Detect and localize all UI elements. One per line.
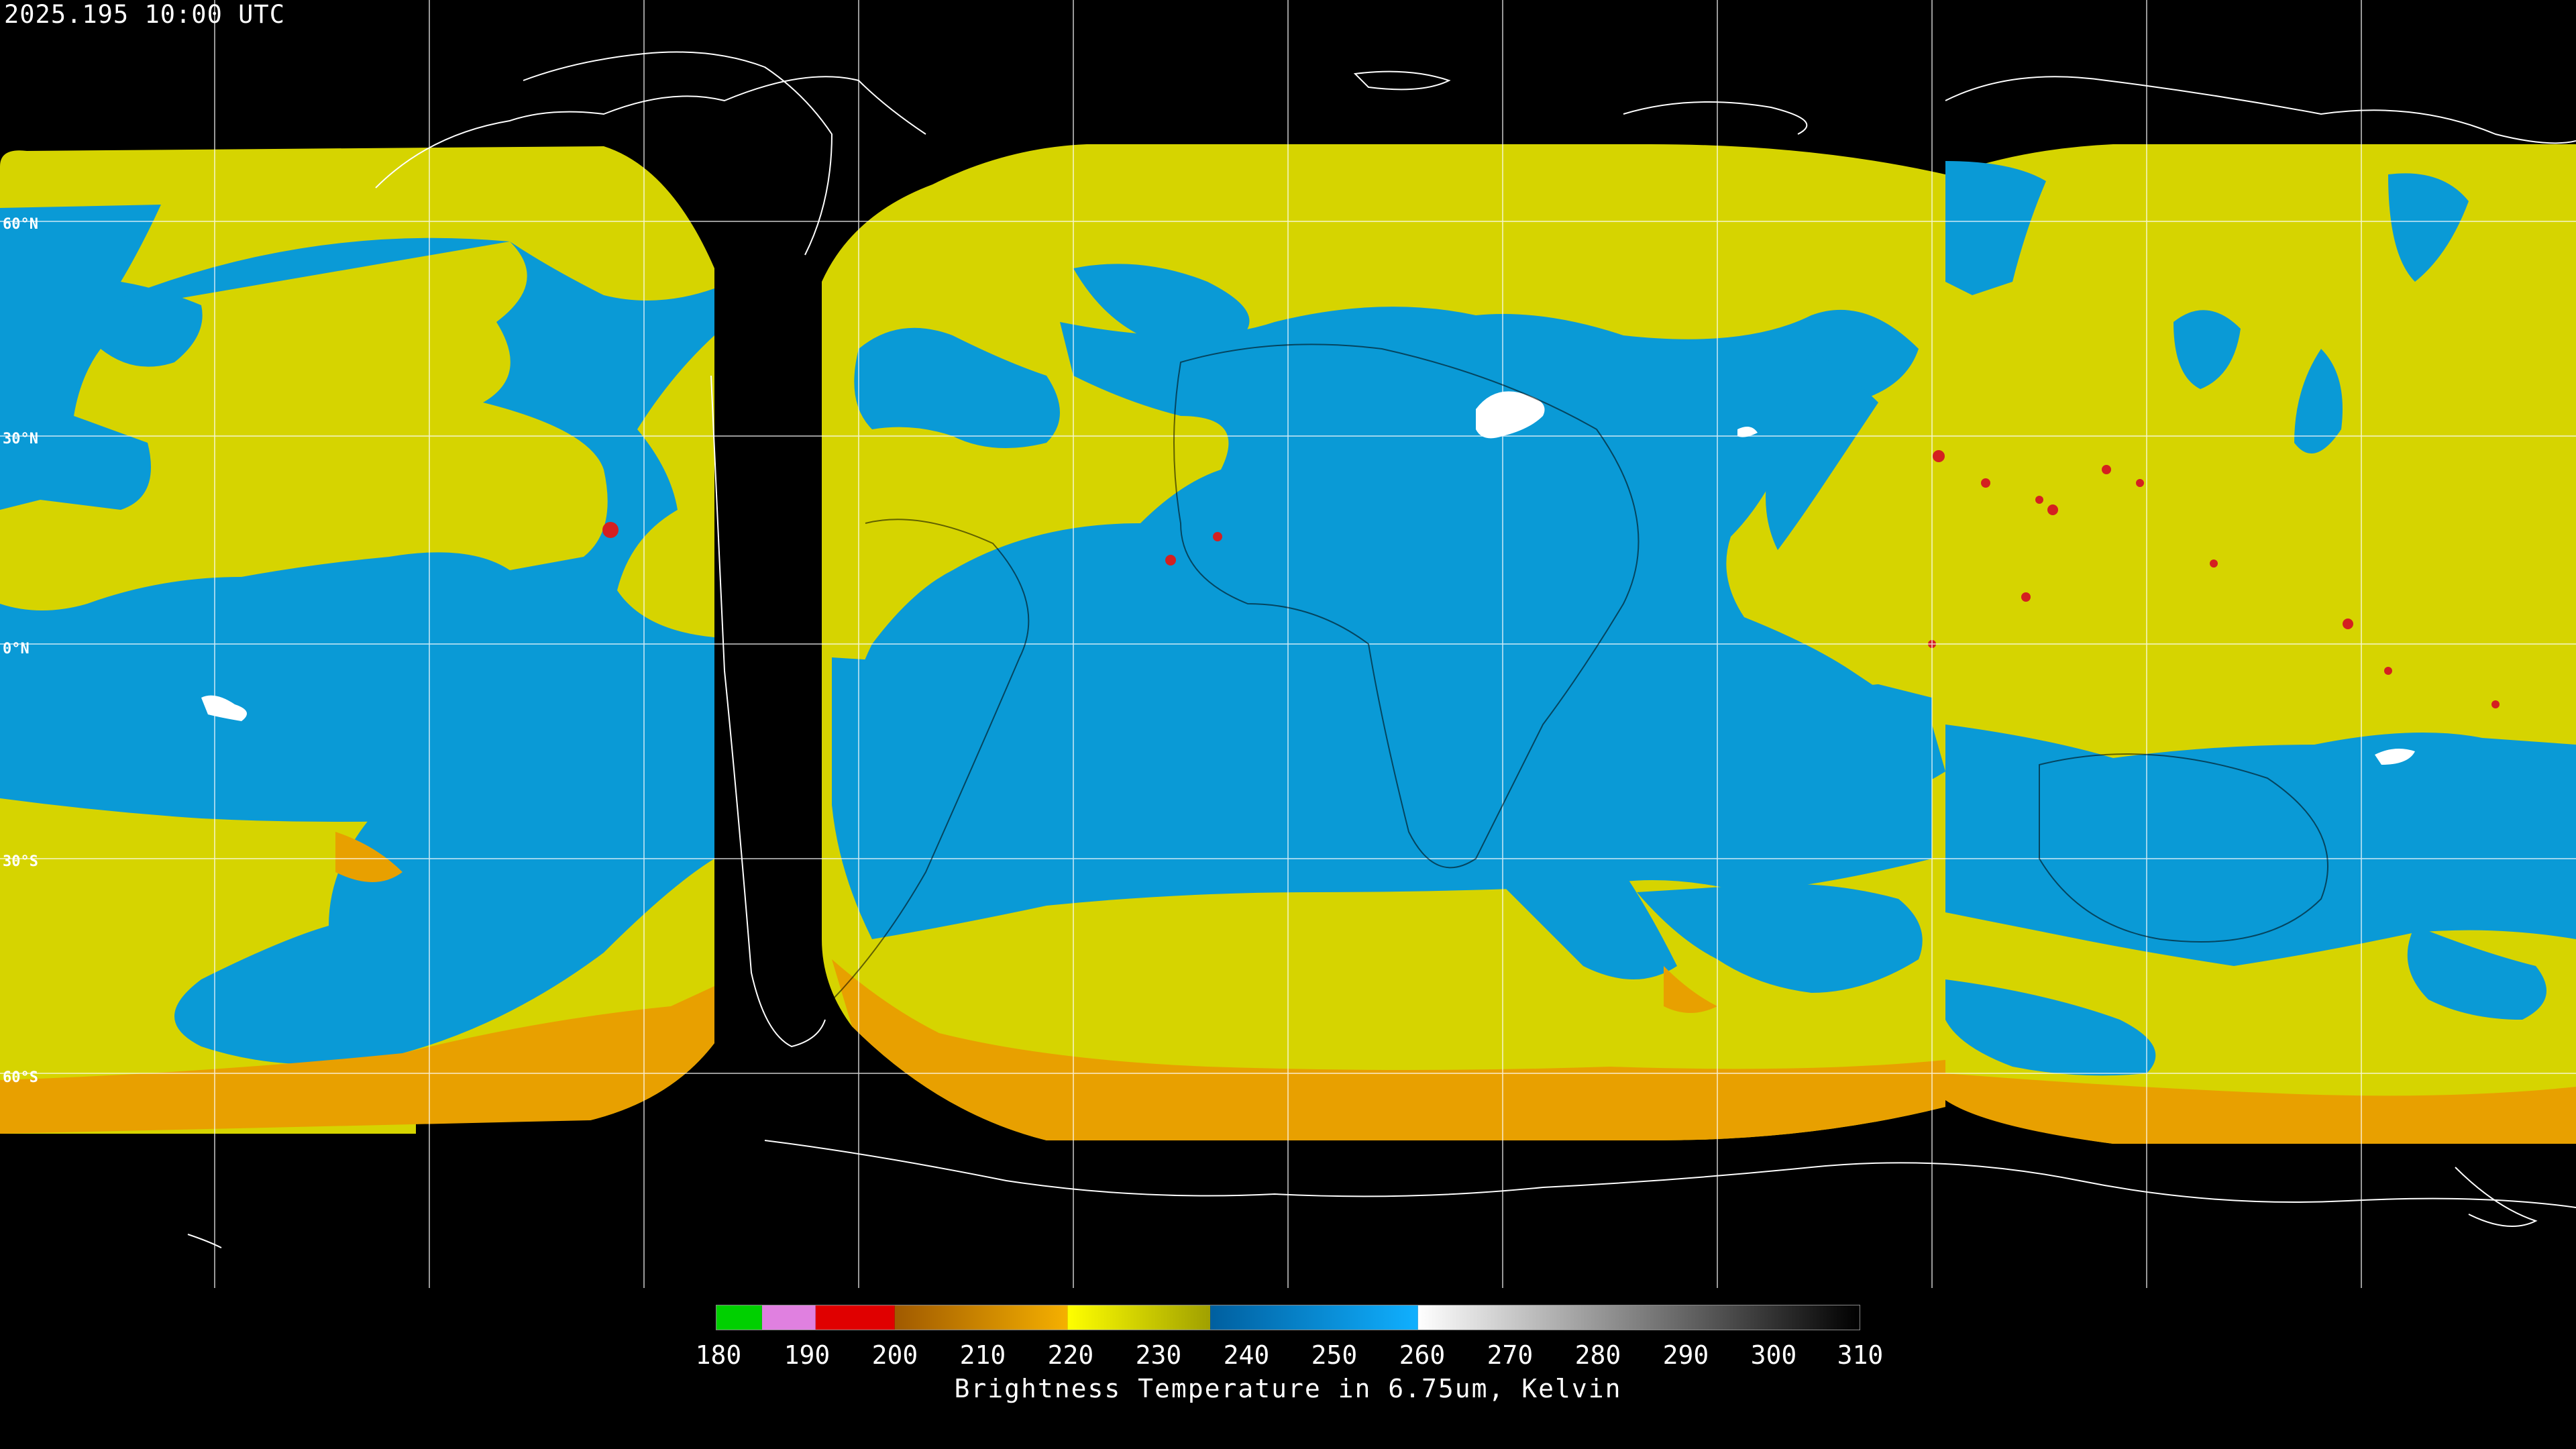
coastlines-outer bbox=[187, 51, 2576, 1248]
graticule bbox=[0, 0, 2576, 1288]
coastlines bbox=[804, 343, 2328, 1027]
colorbar-tick: 250 bbox=[1311, 1340, 1358, 1370]
colorbar-tick: 210 bbox=[959, 1340, 1006, 1370]
colorbar-tick: 300 bbox=[1750, 1340, 1797, 1370]
timestamp-label: 2025.195 10:00 UTC bbox=[4, 0, 285, 29]
colorbar-tick: 310 bbox=[1837, 1340, 1884, 1370]
lat-label-30s: 30°S bbox=[3, 853, 38, 870]
colorbar-tick: 290 bbox=[1662, 1340, 1709, 1370]
colorbar-tick: 280 bbox=[1574, 1340, 1621, 1370]
lat-label-0n: 0°N bbox=[3, 641, 30, 657]
colorbar-tick: 270 bbox=[1487, 1340, 1534, 1370]
colorbar-tick: 200 bbox=[871, 1340, 918, 1370]
colorbar-tick: 240 bbox=[1223, 1340, 1270, 1370]
colorbar bbox=[716, 1305, 1860, 1330]
colorbar-tick: 220 bbox=[1047, 1340, 1094, 1370]
satellite-imagery bbox=[0, 144, 2576, 1144]
colorbar-tick: 180 bbox=[695, 1340, 742, 1370]
lat-label-60n: 60°N bbox=[3, 216, 38, 233]
lat-label-60s: 60°S bbox=[3, 1069, 38, 1086]
colorbar-tick: 230 bbox=[1135, 1340, 1182, 1370]
colorbar-tick: 260 bbox=[1399, 1340, 1446, 1370]
colorbar-caption: Brightness Temperature in 6.75um, Kelvin bbox=[954, 1374, 1622, 1403]
water-vapor-map bbox=[0, 0, 2576, 1288]
colorbar-tick: 190 bbox=[784, 1340, 830, 1370]
lat-label-30n: 30°N bbox=[3, 431, 38, 447]
